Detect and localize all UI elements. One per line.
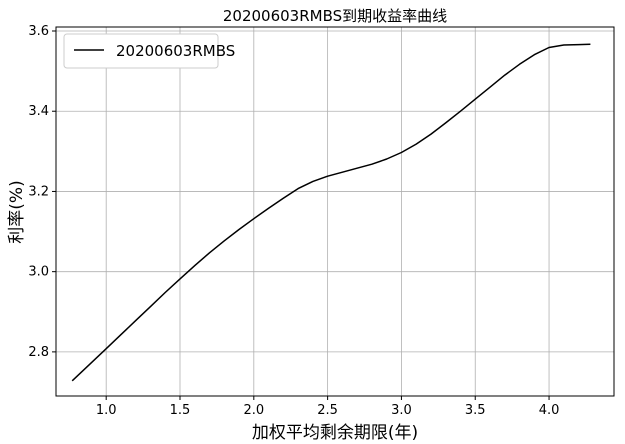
grid [56, 27, 614, 396]
legend-label: 20200603RMBS [116, 42, 235, 60]
y-axis-title: 利率(%) [7, 180, 27, 243]
x-tick-label: 4.0 [539, 403, 560, 418]
chart-title: 20200603RMBS到期收益率曲线 [223, 7, 447, 25]
x-tick-label: 2.5 [317, 403, 338, 418]
x-tick-label: 3.0 [391, 403, 412, 418]
x-tick-label: 1.0 [96, 403, 117, 418]
x-tick-label: 2.0 [243, 403, 264, 418]
series-layer [71, 43, 591, 382]
series-line [71, 43, 591, 382]
y-tick-label: 3.6 [28, 24, 49, 39]
y-tick-label: 3.4 [28, 104, 49, 119]
legend: 20200603RMBS [63, 33, 235, 69]
y-tick-label: 2.8 [28, 345, 49, 360]
y-tick-label: 3.2 [28, 184, 49, 199]
x-tick-label: 1.5 [170, 403, 191, 418]
y-tick-label: 3.0 [28, 265, 49, 280]
legend-box [63, 33, 219, 69]
ticks: 1.0 1.5 2.0 2.5 3.0 3.5 4.0 2.8 3.0 3.2 3.4 3.6 [28, 24, 559, 418]
x-tick-label: 3.5 [465, 403, 486, 418]
x-axis-title: 加权平均剩余期限(年) [252, 423, 418, 443]
plot-frame [55, 26, 615, 397]
